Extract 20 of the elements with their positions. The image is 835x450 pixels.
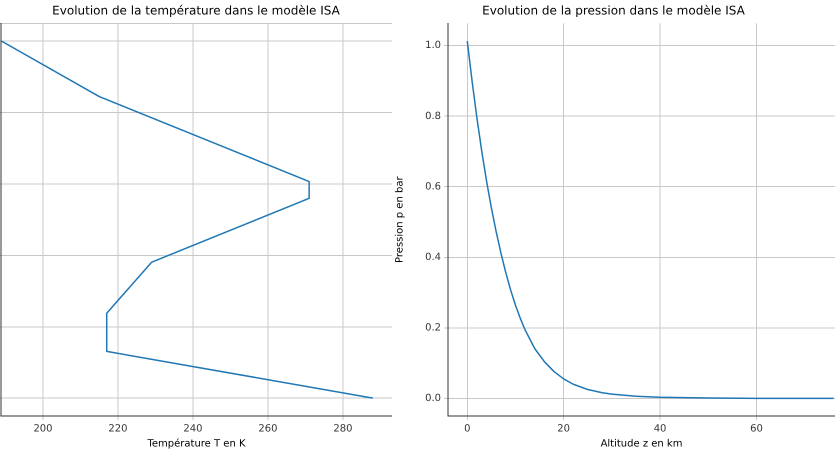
x-tick-label: 260: [258, 424, 278, 435]
x-tick-label: 0: [464, 424, 470, 435]
x-axis-title: Altitude z en km: [600, 438, 682, 450]
y-axis-title: Pression p en bar: [394, 176, 406, 263]
x-axis-title: Température T en K: [146, 438, 246, 450]
x-tick-label: 200: [33, 424, 53, 435]
x-tick-label: 40: [654, 424, 666, 435]
x-tick-label: 280: [333, 424, 352, 435]
x-tick-label: 60: [750, 424, 763, 435]
y-tick-label: 0.2: [425, 322, 441, 334]
x-tick-label: 240: [183, 424, 202, 435]
x-tick-label: 220: [108, 424, 128, 435]
x-tick-label: 20: [557, 424, 570, 435]
y-tick-label: 0.0: [425, 392, 441, 404]
y-tick-label: 0.8: [425, 110, 441, 122]
chart-title: Evolution de la pression dans le modèle ISA: [482, 3, 746, 18]
y-tick-label: 0.4: [425, 252, 441, 263]
y-tick-label: 1.0: [425, 40, 441, 52]
y-tick-label: 0.6: [425, 181, 441, 192]
chart-title: Evolution de la température dans le modèle ISA: [52, 3, 341, 18]
